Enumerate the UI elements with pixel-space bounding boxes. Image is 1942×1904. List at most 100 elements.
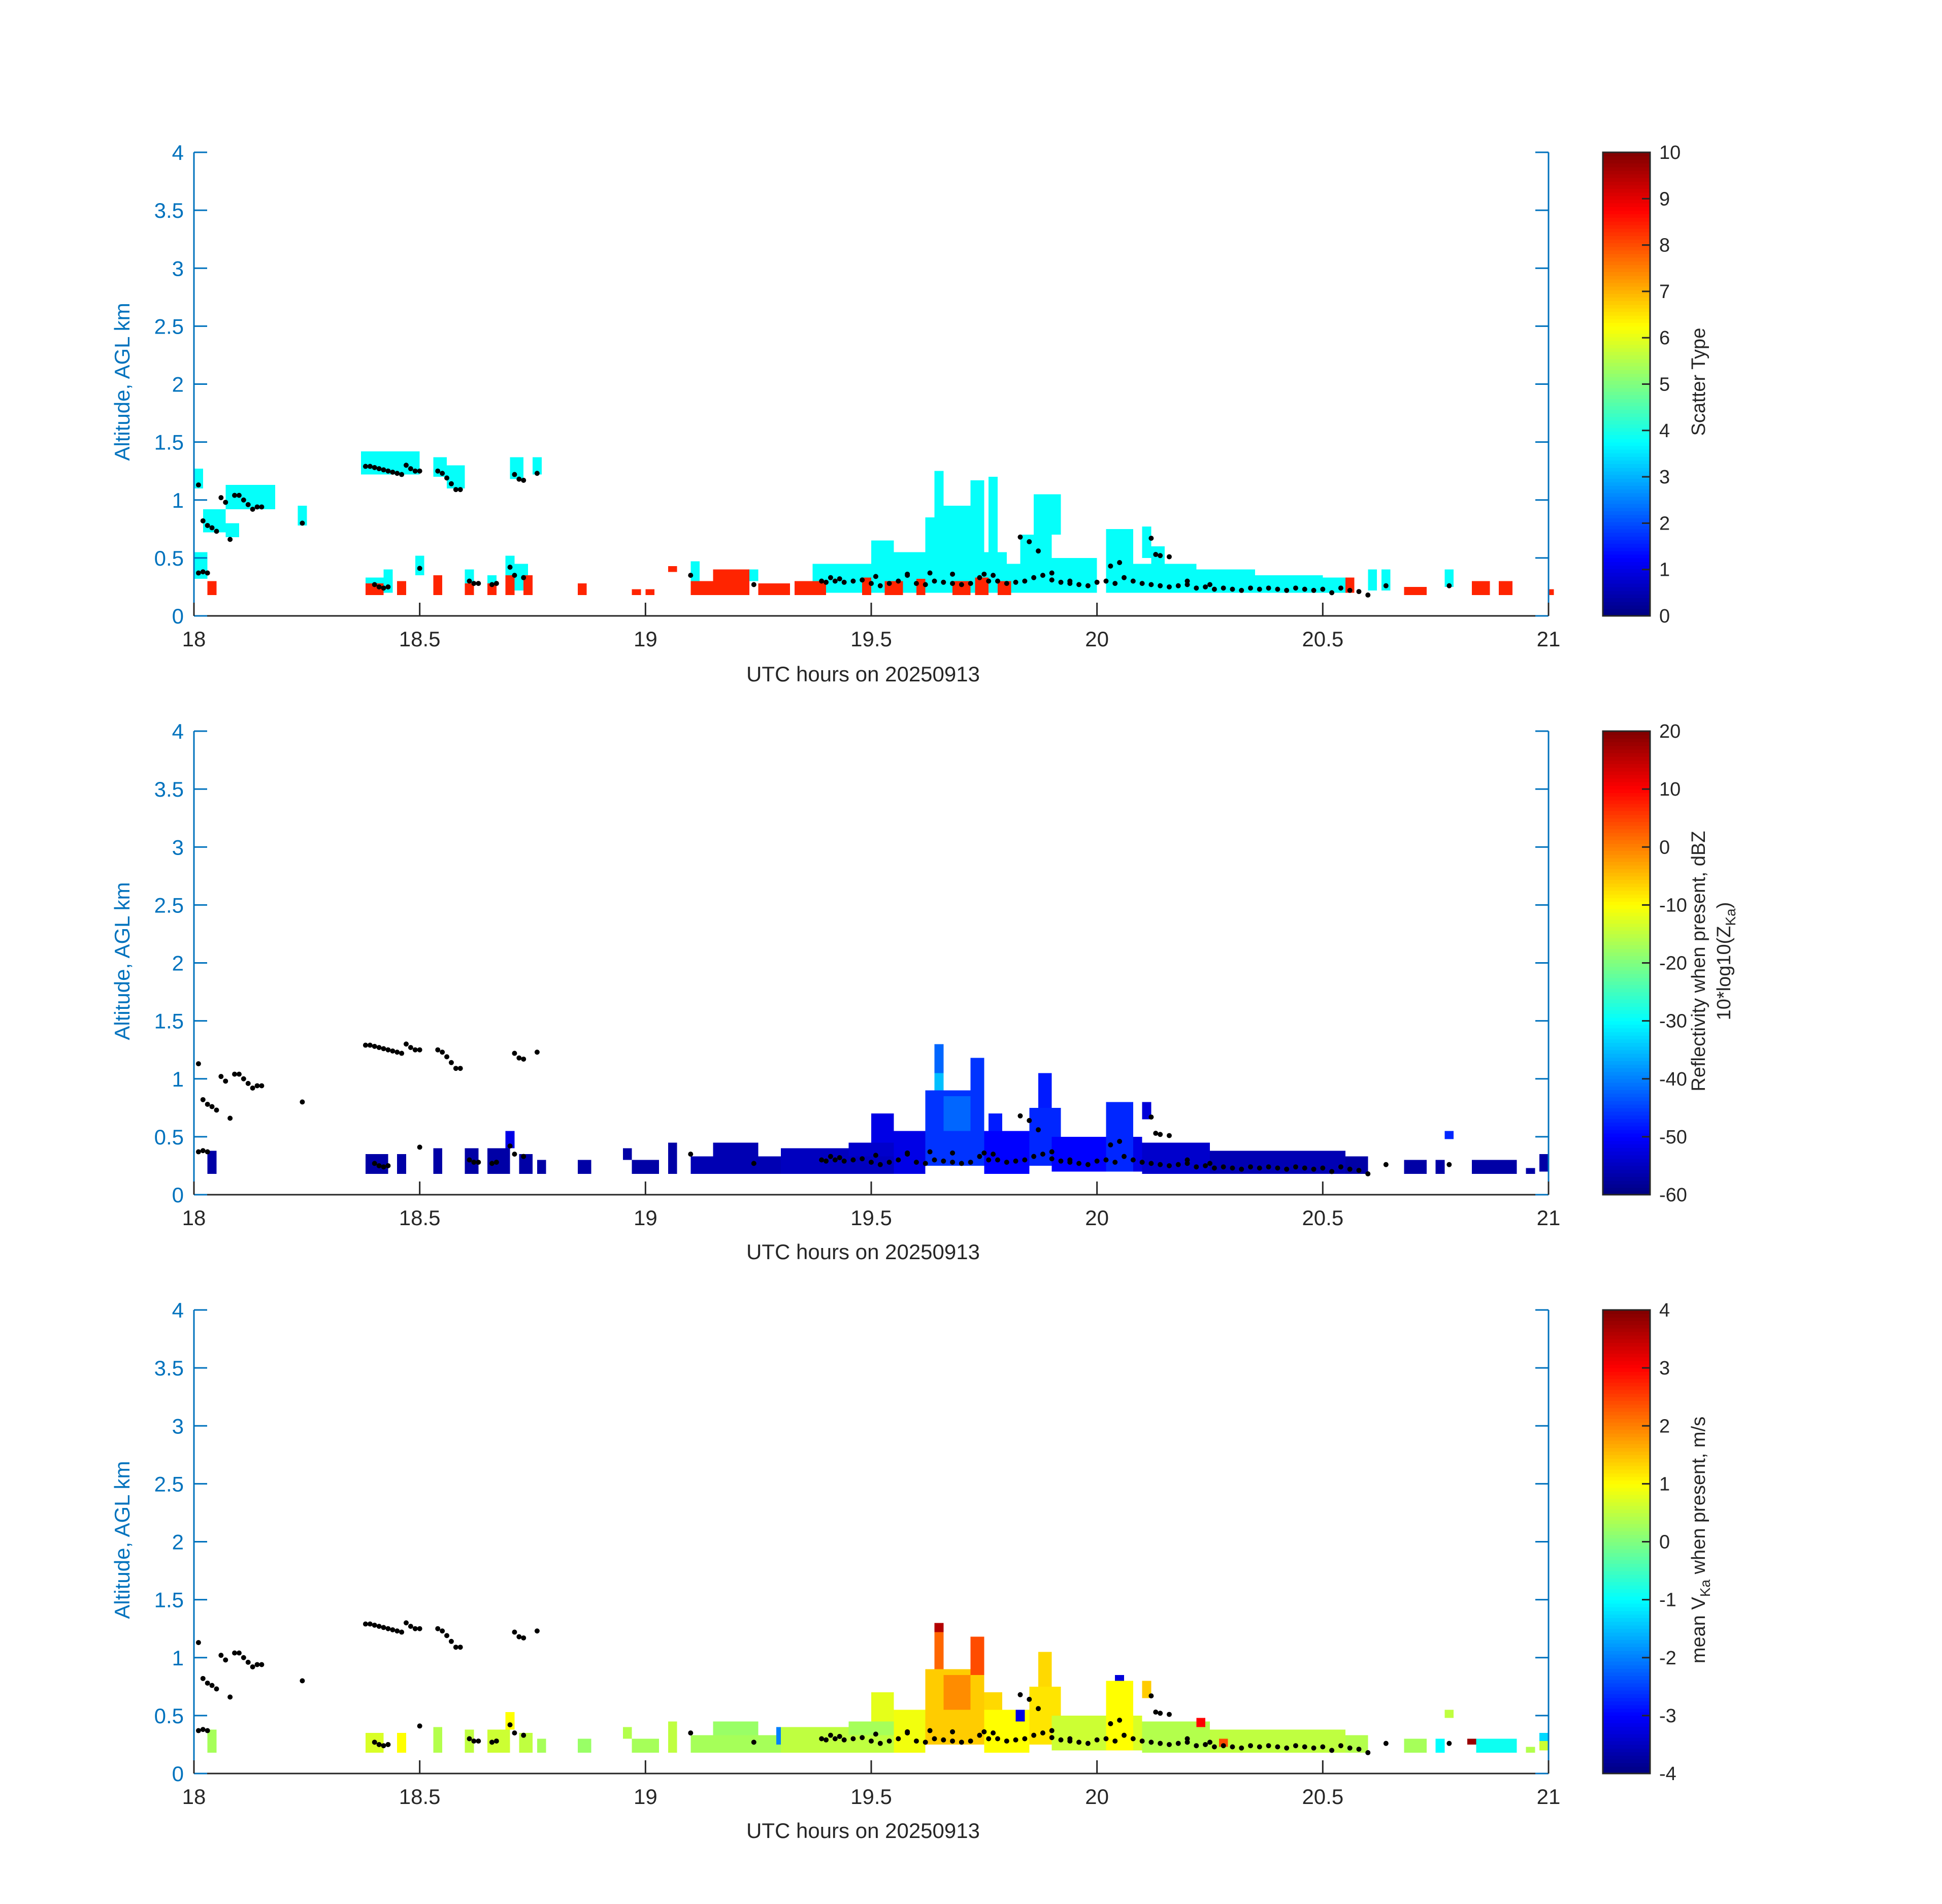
colorbar-step <box>1603 1375 1650 1380</box>
colorbar-step <box>1603 569 1650 573</box>
cloud-base-point <box>467 1157 472 1163</box>
colorbar-step <box>1603 756 1650 761</box>
cloud-base-point <box>1122 1732 1127 1738</box>
colorbar: 0 1 2 3 4 5 6 7 8 9 10 <box>1602 142 1681 627</box>
cloud-base-point <box>1446 583 1452 588</box>
colorbar-step <box>1603 474 1650 479</box>
cloud-base-point <box>1266 1164 1271 1170</box>
cloud-base-point <box>435 468 441 474</box>
colorbar-step <box>1603 807 1650 811</box>
cloud-base-point <box>1293 1164 1298 1170</box>
cloud-base-point <box>372 465 377 470</box>
cloud-base-point <box>1085 1741 1091 1746</box>
colorbar-step <box>1603 1129 1650 1134</box>
cloud-base-point <box>1184 1161 1190 1166</box>
cloud-base-point <box>367 464 373 469</box>
cloud-base-point <box>385 1047 391 1053</box>
cloud-base-point <box>376 1624 382 1629</box>
cloud-base-point <box>819 578 825 584</box>
colorbar-step <box>1603 1086 1650 1090</box>
cloud-base-point <box>1347 587 1353 593</box>
colorbar-label: Scatter Type <box>1688 328 1709 436</box>
colorbar-step <box>1603 1042 1650 1047</box>
colorbar-step <box>1603 322 1650 327</box>
colorbar-step <box>1603 1115 1650 1120</box>
colorbar-step <box>1603 843 1650 848</box>
heatmap-cell <box>433 1148 443 1174</box>
cloud-base-point <box>218 495 224 501</box>
cloud-base-point <box>417 1047 422 1053</box>
cloud-base-point <box>1166 554 1172 560</box>
cloud-base-point <box>507 1722 513 1728</box>
colorbar-step <box>1603 1436 1650 1441</box>
colorbar-step <box>1603 941 1650 945</box>
colorbar-step <box>1603 275 1650 280</box>
y-tick-label: 3 <box>172 256 184 280</box>
colorbar-step <box>1603 351 1650 356</box>
colorbar-step <box>1603 1049 1650 1054</box>
y-tick-label: 2 <box>172 373 184 397</box>
colorbar-step <box>1603 1068 1650 1072</box>
cloud-base-point <box>254 1662 260 1667</box>
colorbar-step <box>1603 1389 1650 1394</box>
cloud-base-point <box>1194 1164 1199 1170</box>
cloud-base-point <box>896 1157 901 1163</box>
colorbar-step <box>1603 1357 1650 1361</box>
colorbar-step <box>1603 181 1650 185</box>
colorbar-step <box>1603 547 1650 551</box>
cloud-base-point <box>372 1622 377 1628</box>
y-tick-label: 1 <box>172 1646 184 1670</box>
cloud-base-point <box>381 585 386 591</box>
cloud-base-point <box>1004 581 1009 586</box>
cloud-base-point <box>828 575 833 580</box>
colorbar-step <box>1603 1382 1650 1387</box>
cloud-base-point <box>1148 1739 1154 1745</box>
cloud-base-point <box>1320 1165 1326 1171</box>
colorbar-step <box>1603 391 1650 396</box>
colorbar-step <box>1603 562 1650 566</box>
cloud-base-point <box>1211 1744 1217 1750</box>
colorbar-step <box>1603 177 1650 182</box>
colorbar-step <box>1603 1563 1650 1568</box>
colorbar-step <box>1603 311 1650 316</box>
x-tick-label: 20 <box>1085 627 1109 651</box>
cloud-base-point <box>1311 1745 1316 1751</box>
cloud-base-point <box>1108 1142 1113 1147</box>
y-tick-label: 2 <box>172 951 184 975</box>
cloud-base-point <box>1085 1162 1091 1167</box>
cloud-base-point <box>873 1153 878 1158</box>
colorbar-step <box>1603 999 1650 1003</box>
colorbar-step <box>1603 760 1650 764</box>
cloud-base-point <box>372 1161 377 1166</box>
heatmap-cell <box>1435 1738 1445 1753</box>
cloud-base-point <box>1148 536 1154 541</box>
cloud-base-point <box>440 471 445 476</box>
cloud-base-point <box>534 1049 540 1055</box>
colorbar-step <box>1603 453 1650 457</box>
heatmap-cell <box>225 523 239 537</box>
colorbar-step <box>1603 1516 1650 1521</box>
cloud-base-point <box>1248 1743 1254 1749</box>
cloud-base-point <box>367 1042 373 1048</box>
cloud-base-point <box>1148 1114 1154 1120</box>
colorbar-label: Reflectivity when present, dBZ <box>1688 831 1709 1091</box>
colorbar-step <box>1603 1621 1650 1626</box>
cloud-base-point <box>1239 1745 1244 1751</box>
cloud-base-point <box>385 468 391 474</box>
heatmap-cell <box>713 569 749 581</box>
colorbar-step <box>1603 948 1650 953</box>
colorbar-step <box>1603 1730 1650 1734</box>
cloud-base-point <box>403 463 409 468</box>
colorbar-step <box>1603 1136 1650 1141</box>
colorbar-step <box>1603 1538 1650 1542</box>
cloud-base-point <box>390 469 396 475</box>
cloud-base-point <box>489 1739 495 1745</box>
colorbar-step <box>1603 1090 1650 1094</box>
colorbar-step <box>1603 1632 1650 1636</box>
colorbar-step <box>1603 850 1650 855</box>
colorbar-tick-label: 9 <box>1659 188 1670 210</box>
colorbar-step <box>1603 279 1650 283</box>
colorbar-step <box>1603 1082 1650 1087</box>
heatmap-cell <box>916 578 926 595</box>
colorbar-step <box>1603 467 1650 472</box>
